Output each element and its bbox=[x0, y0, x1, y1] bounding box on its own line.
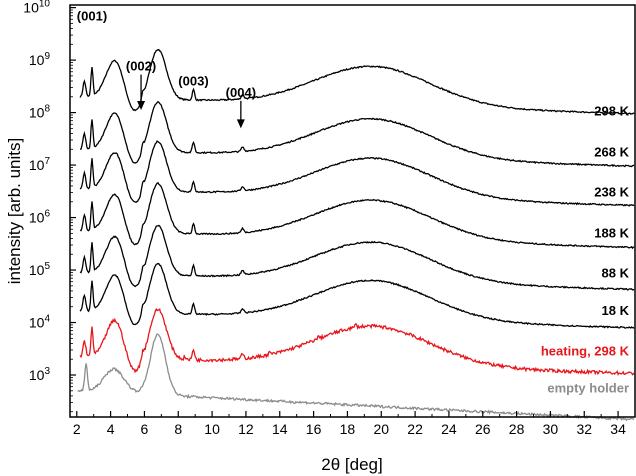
x-tick-label: 6 bbox=[141, 421, 149, 437]
x-tick-label: 10 bbox=[204, 421, 220, 437]
series-labels: 298 K 268 K 238 K 188 K 88 K 18 K heating, 298… bbox=[541, 104, 630, 396]
peak-arrow-head bbox=[137, 100, 146, 110]
x-axis: 2 4 6 8 10 12 14 16 18 20 22 24 26 28 30 32 34 bbox=[73, 411, 626, 437]
x-tick-label: 32 bbox=[576, 421, 592, 437]
series-label: empty holder bbox=[547, 381, 629, 396]
y-tick-label: 109 bbox=[29, 51, 51, 68]
y-tick-label: 106 bbox=[29, 209, 51, 226]
y-tick-label: 1010 bbox=[23, 0, 50, 16]
y-tick-label: 104 bbox=[29, 314, 51, 331]
series-label: 18 K bbox=[602, 303, 630, 318]
series-line bbox=[80, 100, 635, 168]
x-tick-label: 30 bbox=[543, 421, 559, 437]
plot-frame bbox=[69, 4, 636, 418]
series-line bbox=[79, 49, 635, 115]
peak-label: (002) bbox=[126, 59, 156, 74]
x-tick-label: 22 bbox=[407, 421, 423, 437]
x-tick-label: 12 bbox=[238, 421, 254, 437]
x-tick-label: 2 bbox=[73, 421, 81, 437]
y-tick-label: 108 bbox=[29, 104, 51, 121]
y-tick-label: 103 bbox=[29, 366, 51, 383]
x-tick-label: 8 bbox=[174, 421, 182, 437]
series-line bbox=[79, 224, 635, 291]
x-tick-label: 14 bbox=[272, 421, 288, 437]
series-line bbox=[79, 140, 635, 207]
y-tick-label: 105 bbox=[29, 261, 51, 278]
series-line bbox=[79, 181, 635, 250]
x-tick-label: 18 bbox=[340, 421, 356, 437]
series-label: 268 K bbox=[594, 144, 629, 159]
x-axis-label: 2θ [deg] bbox=[321, 455, 382, 474]
x-tick-label: 28 bbox=[509, 421, 525, 437]
x-tick-label: 34 bbox=[610, 421, 626, 437]
x-tick-label: 16 bbox=[306, 421, 322, 437]
series-label: 298 K bbox=[594, 104, 629, 119]
peak-arrow-head bbox=[236, 119, 245, 129]
x-tick-label: 20 bbox=[373, 421, 389, 437]
series-line bbox=[79, 307, 635, 376]
peak-label: (003) bbox=[178, 73, 208, 88]
y-tick-label: 107 bbox=[29, 156, 51, 173]
y-axis: 103 104 105 106 107 108 109 1010 bbox=[23, 0, 76, 413]
series-label: 88 K bbox=[602, 266, 630, 281]
y-axis-label: intensity [arb. units] bbox=[5, 138, 24, 284]
peak-label: (004) bbox=[226, 85, 256, 100]
series-label: 188 K bbox=[594, 225, 629, 240]
x-tick-label: 24 bbox=[441, 421, 457, 437]
series-label: heating, 298 K bbox=[541, 343, 630, 358]
x-tick-label: 4 bbox=[107, 421, 115, 437]
series-layer bbox=[77, 49, 635, 422]
series-line bbox=[77, 333, 635, 422]
series-line bbox=[79, 262, 635, 329]
x-tick-label: 26 bbox=[475, 421, 491, 437]
series-label: 238 K bbox=[594, 184, 629, 199]
peak-label: (001) bbox=[77, 9, 107, 24]
peak-annotations: (001) (002) (003) (004) bbox=[77, 9, 256, 129]
